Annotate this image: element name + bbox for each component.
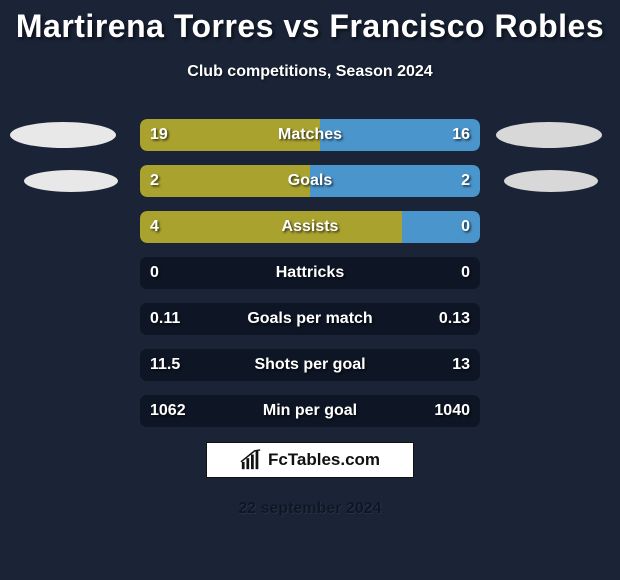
brand-badge: FcTables.com: [206, 442, 414, 478]
subtitle: Club competitions, Season 2024: [0, 63, 620, 81]
stat-label: Min per goal: [140, 395, 480, 427]
stat-label: Goals: [140, 165, 480, 197]
player-ellipse: [24, 170, 118, 192]
stat-row: 0.110.13Goals per match: [0, 303, 620, 335]
stat-row: 40Assists: [0, 211, 620, 243]
stat-label: Matches: [140, 119, 480, 151]
player-ellipse: [496, 122, 602, 148]
page-title: Martirena Torres vs Francisco Robles: [0, 0, 620, 45]
stat-label: Goals per match: [140, 303, 480, 335]
date-label: 22 september 2024: [0, 500, 620, 518]
player-ellipse: [504, 170, 598, 192]
stat-row: 10621040Min per goal: [0, 395, 620, 427]
brand-chart-icon: [240, 449, 262, 471]
stat-row: 00Hattricks: [0, 257, 620, 289]
stat-label: Hattricks: [140, 257, 480, 289]
player-ellipse: [10, 122, 116, 148]
stat-label: Shots per goal: [140, 349, 480, 381]
stat-row: 11.513Shots per goal: [0, 349, 620, 381]
brand-text: FcTables.com: [268, 450, 380, 470]
stat-label: Assists: [140, 211, 480, 243]
comparison-chart: 1916Matches22Goals40Assists00Hattricks0.…: [0, 119, 620, 427]
